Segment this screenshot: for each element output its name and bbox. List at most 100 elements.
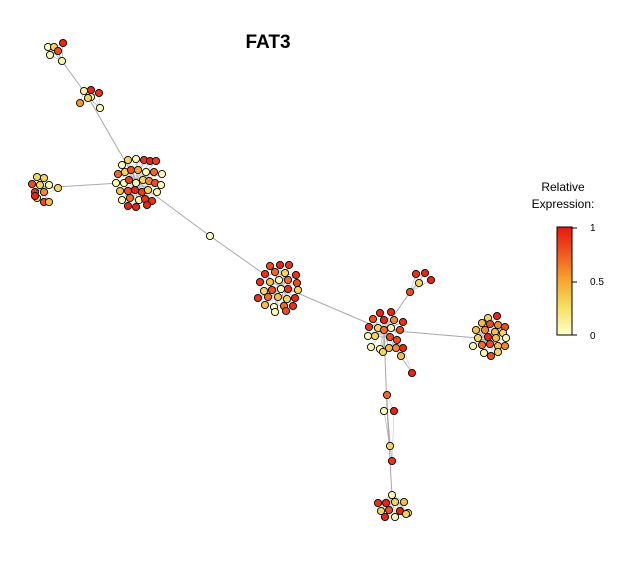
network-node	[493, 347, 503, 357]
network-node	[133, 165, 143, 175]
network-node	[479, 348, 489, 358]
network-node	[142, 200, 152, 210]
network-node	[75, 98, 85, 108]
network-node	[405, 287, 415, 297]
legend-title-line2: Expression:	[532, 197, 595, 211]
network-node	[483, 332, 493, 342]
legend-colorbar	[556, 226, 573, 336]
network-node	[283, 284, 293, 294]
network-node	[414, 278, 424, 288]
network-node	[375, 308, 385, 318]
network-node	[267, 285, 277, 295]
network-node	[152, 187, 162, 197]
network-node	[149, 167, 159, 177]
network-node	[364, 322, 374, 332]
network-node	[290, 293, 300, 303]
network-node	[378, 347, 388, 357]
network-node	[123, 201, 133, 211]
network-node	[407, 368, 417, 378]
network-node	[113, 169, 123, 179]
network-node	[265, 261, 275, 271]
network-node	[280, 268, 290, 278]
network-node	[396, 351, 406, 361]
network-node	[387, 456, 397, 466]
network-node	[27, 179, 37, 189]
network-node	[143, 185, 153, 195]
network-node	[157, 169, 167, 179]
network-node	[111, 178, 121, 188]
network-node	[379, 315, 389, 325]
cluster-link-edge	[209, 235, 282, 287]
network-node	[283, 275, 293, 285]
legend-label-1: 1	[590, 223, 596, 234]
legend-label-0-5: 0.5	[590, 277, 604, 288]
network-node	[275, 260, 285, 270]
network-node	[379, 406, 389, 416]
cluster-edge	[264, 273, 297, 276]
expression-legend: Relative Expression: 1 0.5 0	[532, 180, 605, 342]
network-node	[123, 186, 133, 196]
network-node	[57, 56, 67, 66]
network-node	[292, 278, 302, 288]
network-node	[387, 490, 397, 500]
network-node	[58, 38, 68, 48]
network-node	[477, 318, 487, 328]
network-node	[493, 320, 503, 330]
network-node	[259, 286, 269, 296]
network-node	[382, 390, 392, 400]
network-node	[124, 175, 134, 185]
network-node	[398, 317, 408, 327]
network-node	[395, 325, 405, 335]
network-node	[125, 193, 135, 203]
network-node	[291, 270, 301, 280]
network-node	[379, 325, 389, 335]
network-node	[491, 333, 501, 343]
network-node	[293, 285, 303, 295]
cluster-edge	[264, 304, 294, 307]
network-node	[363, 331, 373, 341]
network-node	[480, 325, 490, 335]
network-node	[123, 155, 133, 165]
network-node	[390, 512, 400, 522]
network-node	[39, 173, 49, 183]
network-node	[117, 195, 127, 205]
network-node	[30, 191, 40, 201]
network-node	[384, 505, 394, 515]
network-node	[265, 277, 275, 287]
network-node	[260, 269, 270, 279]
chart-title: FAT3	[245, 32, 290, 53]
legend-label-0: 0	[590, 331, 596, 342]
network-node	[373, 498, 383, 508]
network-node	[53, 46, 63, 56]
legend-title-line1: Relative	[541, 180, 585, 194]
network-node	[131, 202, 141, 212]
cluster-link-edge	[383, 291, 411, 331]
network-node	[94, 88, 104, 98]
network-node	[473, 333, 483, 343]
network-node	[255, 277, 265, 287]
network-node	[500, 341, 510, 351]
cluster-edge	[269, 281, 298, 284]
network-node	[281, 306, 291, 316]
network-node	[156, 180, 166, 190]
network-node	[386, 323, 396, 333]
network-node	[270, 307, 280, 317]
network-node	[399, 497, 409, 507]
network-node	[376, 506, 386, 516]
network-node	[274, 275, 284, 285]
network-node	[284, 260, 294, 270]
network-node	[39, 187, 49, 197]
network-node	[263, 292, 273, 302]
network-node	[426, 275, 436, 285]
network-node	[273, 292, 283, 302]
network-node	[389, 406, 399, 416]
network-node	[386, 307, 396, 317]
network-node	[385, 441, 395, 451]
network-node	[205, 231, 215, 241]
network-nodes	[27, 38, 511, 522]
network-node	[32, 172, 42, 182]
network-node	[389, 315, 399, 325]
network-node	[380, 512, 390, 522]
network-node	[368, 314, 378, 324]
